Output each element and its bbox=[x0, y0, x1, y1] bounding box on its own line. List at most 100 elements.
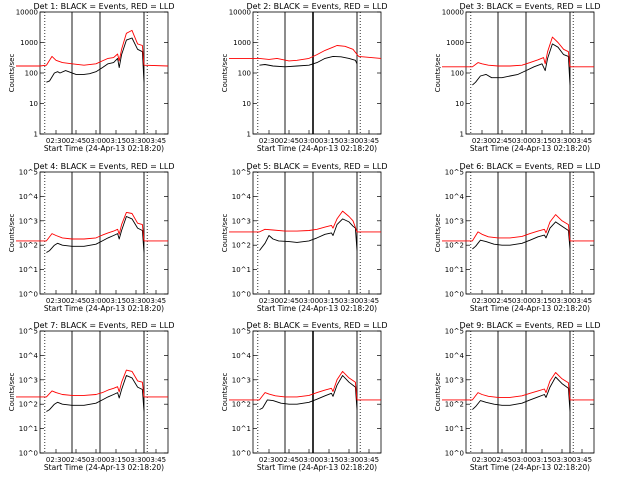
y-tick-label: 10000 bbox=[442, 9, 464, 17]
y-tick-label: 10^5 bbox=[445, 169, 464, 177]
x-tick-label: 03:00 bbox=[86, 297, 106, 305]
panel-title: Det 8: BLACK = Events, RED = LLD bbox=[247, 321, 388, 330]
y-tick-label: 10^4 bbox=[19, 193, 39, 201]
y-tick-label: 10^4 bbox=[445, 352, 465, 360]
y-tick-label: 10^1 bbox=[445, 425, 464, 433]
x-tick-label: 02:45 bbox=[492, 137, 512, 145]
x-tick-label: 03:45 bbox=[572, 456, 592, 464]
x-tick-label: 03:15 bbox=[532, 137, 552, 145]
x-axis-label: Start Time (24-Apr-13 02:18:20) bbox=[257, 304, 377, 313]
y-tick-label: 10^5 bbox=[232, 169, 251, 177]
panel-det-6: Det 6: BLACK = Events, RED = LLD 10^0 10^1… bbox=[434, 162, 600, 313]
panel-det-3: Det 3: BLACK = Events, RED = LLD 1 10 100 10… bbox=[434, 2, 600, 153]
y-tick-label: 10^3 bbox=[232, 376, 251, 384]
x-tick-label: 02:30 bbox=[472, 297, 492, 305]
x-tick-label: 02:45 bbox=[279, 456, 299, 464]
x-tick-label: 03:30 bbox=[126, 456, 146, 464]
plot-frame bbox=[252, 171, 382, 295]
x-tick-label: 03:30 bbox=[126, 297, 146, 305]
y-tick-label: 10^5 bbox=[19, 328, 38, 336]
y-tick-label: 10000 bbox=[229, 9, 251, 17]
x-tick-label: 02:45 bbox=[66, 137, 86, 145]
panel-det-4: Det 4: BLACK = Events, RED = LLD 10^0 10^1… bbox=[8, 162, 174, 313]
x-tick-label: 03:45 bbox=[146, 456, 166, 464]
plot-frame bbox=[465, 330, 595, 454]
series-line-events bbox=[259, 218, 358, 251]
y-tick-label: 10^5 bbox=[445, 328, 464, 336]
x-tick-label: 02:45 bbox=[492, 297, 512, 305]
y-tick-label: 100 bbox=[238, 70, 251, 78]
y-tick-label: 10 bbox=[29, 100, 38, 108]
y-tick-label: 10^1 bbox=[445, 266, 464, 274]
x-axis-label: Start Time (24-Apr-13 02:18:20) bbox=[44, 463, 164, 472]
y-tick-label: 10^3 bbox=[19, 217, 38, 225]
series-line-lld bbox=[442, 372, 594, 401]
series-line-events bbox=[259, 375, 358, 411]
series-line-events bbox=[259, 55, 358, 68]
series-line-lld bbox=[16, 29, 169, 67]
y-tick-label: 10^4 bbox=[19, 352, 39, 360]
y-tick-label: 10^0 bbox=[445, 291, 464, 299]
plot-frame bbox=[465, 171, 595, 295]
y-tick-label: 10^2 bbox=[445, 242, 464, 250]
x-tick-label: 03:30 bbox=[339, 137, 359, 145]
x-tick-label: 03:30 bbox=[552, 137, 572, 145]
x-axis-label: Start Time (24-Apr-13 02:18:20) bbox=[44, 304, 164, 313]
x-tick-label: 03:15 bbox=[319, 297, 339, 305]
y-tick-label: 10^2 bbox=[232, 401, 251, 409]
y-tick-label: 10^1 bbox=[232, 266, 251, 274]
y-tick-label: 1 bbox=[247, 131, 251, 139]
x-tick-label: 03:45 bbox=[359, 456, 379, 464]
series-line-lld bbox=[442, 214, 594, 242]
x-axis-label: Start Time (24-Apr-13 02:18:20) bbox=[257, 144, 377, 153]
x-tick-label: 03:45 bbox=[359, 297, 379, 305]
x-tick-label: 03:45 bbox=[146, 137, 166, 145]
panel-title: Det 4: BLACK = Events, RED = LLD bbox=[34, 162, 175, 171]
y-tick-label: 10^1 bbox=[232, 425, 251, 433]
y-tick-label: 1 bbox=[460, 131, 464, 139]
y-axis-label: Counts/sec bbox=[221, 54, 229, 93]
series-line-lld bbox=[442, 36, 594, 68]
y-tick-label: 10^4 bbox=[445, 193, 465, 201]
x-axis-label: Start Time (24-Apr-13 02:18:20) bbox=[44, 144, 164, 153]
x-tick-label: 03:15 bbox=[319, 137, 339, 145]
x-tick-label: 02:45 bbox=[279, 137, 299, 145]
y-tick-label: 10^5 bbox=[19, 169, 38, 177]
y-tick-label: 10^3 bbox=[445, 376, 464, 384]
x-tick-label: 03:30 bbox=[339, 456, 359, 464]
x-tick-label: 03:00 bbox=[512, 456, 532, 464]
x-tick-label: 03:00 bbox=[512, 137, 532, 145]
panel-title: Det 5: BLACK = Events, RED = LLD bbox=[247, 162, 388, 171]
x-axis-label: Start Time (24-Apr-13 02:18:20) bbox=[470, 144, 590, 153]
y-tick-label: 1 bbox=[34, 131, 38, 139]
x-axis-label: Start Time (24-Apr-13 02:18:20) bbox=[470, 463, 590, 472]
x-tick-label: 03:30 bbox=[126, 137, 146, 145]
x-tick-label: 03:15 bbox=[106, 456, 126, 464]
y-axis-label: Counts/sec bbox=[434, 214, 442, 253]
series-line-events bbox=[472, 43, 571, 86]
x-tick-label: 03:15 bbox=[532, 456, 552, 464]
y-tick-label: 100 bbox=[451, 70, 464, 78]
x-tick-label: 02:45 bbox=[492, 456, 512, 464]
panel-det-8: Det 8: BLACK = Events, RED = LLD 10^0 10^1… bbox=[221, 321, 387, 472]
series-line-events bbox=[46, 37, 145, 83]
y-tick-label: 10^0 bbox=[19, 450, 38, 458]
x-tick-label: 03:30 bbox=[552, 456, 572, 464]
series-line-events bbox=[46, 375, 145, 412]
y-tick-label: 10^2 bbox=[19, 401, 38, 409]
panel-title: Det 9: BLACK = Events, RED = LLD bbox=[460, 321, 601, 330]
x-tick-label: 03:15 bbox=[106, 297, 126, 305]
plot-frame bbox=[39, 171, 169, 295]
y-tick-label: 10^5 bbox=[232, 328, 251, 336]
plot-frame bbox=[252, 330, 382, 454]
x-tick-label: 03:15 bbox=[532, 297, 552, 305]
x-tick-label: 03:45 bbox=[572, 297, 592, 305]
x-tick-label: 03:00 bbox=[299, 297, 319, 305]
x-tick-label: 02:30 bbox=[259, 137, 279, 145]
y-axis-label: Counts/sec bbox=[8, 54, 16, 93]
series-line-lld bbox=[16, 369, 168, 398]
panel-title: Det 6: BLACK = Events, RED = LLD bbox=[460, 162, 601, 171]
y-tick-label: 10^1 bbox=[19, 266, 38, 274]
x-tick-label: 03:15 bbox=[319, 456, 339, 464]
